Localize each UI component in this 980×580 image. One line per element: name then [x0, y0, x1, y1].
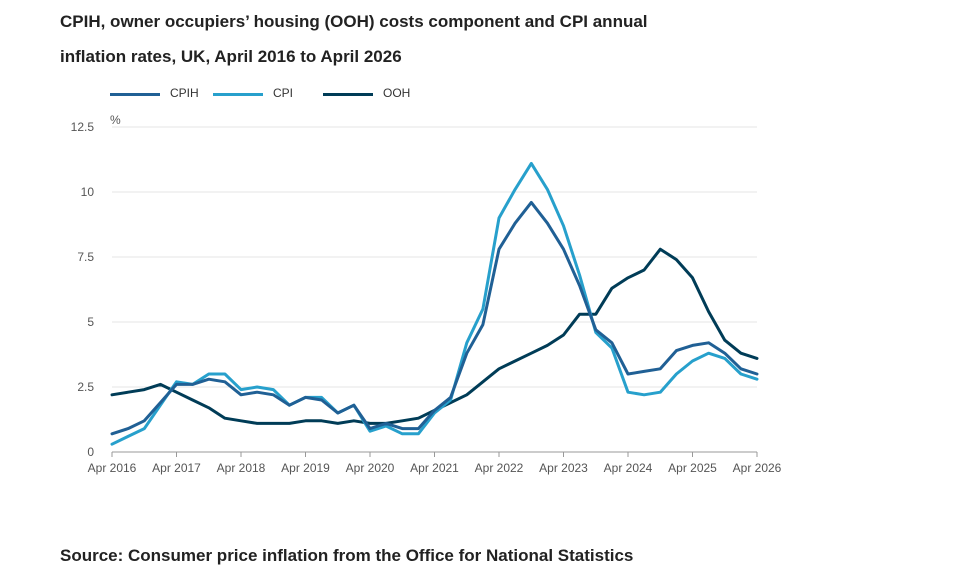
- x-tick-label: Apr 2018: [217, 461, 266, 475]
- x-tick-label: Apr 2019: [281, 461, 330, 475]
- legend-label-ooh: OOH: [383, 86, 411, 100]
- x-tick-label: Apr 2017: [152, 461, 201, 475]
- x-tick-label: Apr 2022: [475, 461, 524, 475]
- y-tick-label: 0: [87, 445, 94, 459]
- legend-label-cpih: CPIH: [170, 86, 199, 100]
- line-chart: 0 2.5 5 7.5 10 12.5 % Apr 2016 Apr 2017 Apr 2018 A…: [71, 113, 782, 475]
- x-tick-label: Apr 2025: [668, 461, 717, 475]
- legend-swatch-cpi: [213, 93, 263, 96]
- legend-label-cpi: CPI: [273, 86, 294, 100]
- x-tick-label: Apr 2026: [733, 461, 782, 475]
- x-tick-label: Apr 2021: [410, 461, 459, 475]
- chart-title-line-1: CPIH, owner occupiers’ housing (OOH) cos…: [60, 12, 648, 31]
- series-line-ooh: [110, 247, 759, 425]
- y-tick-label: 2.5: [77, 380, 94, 394]
- x-tick-label: Apr 2024: [604, 461, 653, 475]
- legend-swatch-cpih: [110, 93, 160, 96]
- chart-title: CPIH, owner occupiers’ housing (OOH) cos…: [60, 4, 760, 74]
- series-line-cpi: [110, 161, 759, 446]
- series-line-cpih: [110, 200, 759, 436]
- x-tick-label: Apr 2020: [346, 461, 395, 475]
- chart-title-line-2: inflation rates, UK, April 2016 to April…: [60, 47, 402, 66]
- y-unit-label: %: [110, 113, 121, 127]
- legend-swatch-ooh: [323, 93, 373, 96]
- y-tick-label: 7.5: [77, 250, 94, 264]
- y-tick-label: 5: [87, 315, 94, 329]
- x-tick-label: Apr 2016: [88, 461, 137, 475]
- y-tick-label: 12.5: [71, 120, 95, 134]
- y-tick-label: 10: [81, 185, 95, 199]
- source-note: Source: Consumer price inflation from th…: [60, 546, 634, 565]
- x-tick-label: Apr 2023: [539, 461, 588, 475]
